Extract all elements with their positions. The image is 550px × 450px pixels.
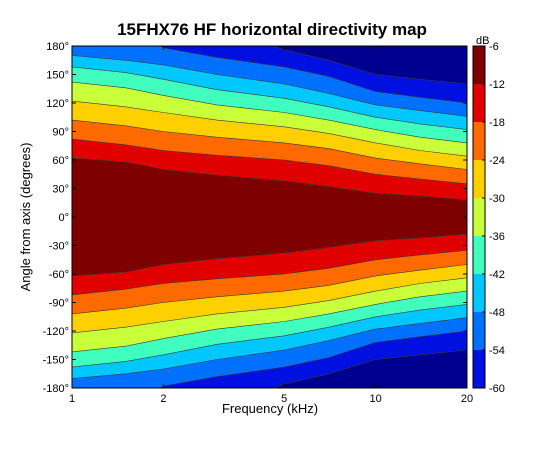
contour-bands (72, 46, 467, 388)
colorbar-tick-label: -12 (489, 79, 505, 91)
colorbar-tick-label: -54 (489, 345, 505, 357)
y-tick-label: -120° (43, 326, 69, 338)
colorbar-swatches (473, 46, 485, 388)
y-axis-ticks: 180° 150° 120° 90° 60° 30° 0° -30° -60° -90° -120°… (43, 41, 467, 395)
colorbar-swatch (473, 274, 485, 312)
colorbar-swatch (473, 198, 485, 236)
x-tick-label: 2 (160, 393, 166, 405)
colorbar-tick-label: -36 (489, 231, 505, 243)
colorbar-tick-label: -60 (489, 383, 505, 395)
y-tick-label: 30° (52, 184, 69, 196)
x-tick-label: 1 (69, 393, 75, 405)
colorbar: dB -6 -12 -18 -24 -30 -36 -42 -48 -54 -60 (472, 35, 505, 395)
colorbar-tick-label: -42 (489, 269, 505, 281)
x-tick-label: 20 (461, 393, 473, 405)
colorbar-tick-label: -18 (489, 117, 505, 129)
chart-title: 15FHX76 HF horizontal directivity map (117, 20, 427, 39)
colorbar-swatch (473, 46, 485, 84)
colorbar-tick-label: -24 (489, 155, 505, 167)
colorbar-swatch (473, 312, 485, 350)
colorbar-frame (472, 45, 486, 389)
y-tick-label: 90° (52, 127, 69, 139)
y-tick-label: 180° (46, 41, 69, 53)
y-tick-label: -150° (43, 355, 69, 367)
colorbar-swatch (473, 160, 485, 198)
plot-area (71, 45, 468, 389)
y-tick-label: -90° (49, 298, 69, 310)
colorbar-tick-label: -6 (489, 41, 499, 53)
colorbar-tick-label: -48 (489, 307, 505, 319)
colorbar-swatch (473, 84, 485, 122)
y-tick-label: 120° (46, 98, 69, 110)
contour-band (72, 157, 467, 277)
colorbar-swatch (473, 236, 485, 274)
x-axis-label: Frequency (kHz) (222, 401, 318, 416)
x-tick-label: 10 (369, 393, 381, 405)
y-axis-label: Angle from axis (degrees) (18, 143, 33, 292)
colorbar-swatch (473, 350, 485, 388)
colorbar-ticks: -6 -12 -18 -24 -30 -36 -42 -48 -54 -60 (482, 41, 505, 395)
x-tick-label: 5 (281, 393, 287, 405)
colorbar-swatch (473, 122, 485, 160)
y-tick-label: 60° (52, 155, 69, 167)
colorbar-unit: dB (476, 35, 489, 47)
y-tick-label: 0° (58, 212, 69, 224)
x-axis-ticks: 1 2 5 10 20 (69, 46, 473, 405)
y-tick-label: -30° (49, 241, 69, 253)
colorbar-tick-label: -30 (489, 193, 505, 205)
y-tick-label: 150° (46, 70, 69, 82)
y-tick-label: -60° (49, 269, 69, 281)
y-tick-label: -180° (43, 383, 69, 395)
